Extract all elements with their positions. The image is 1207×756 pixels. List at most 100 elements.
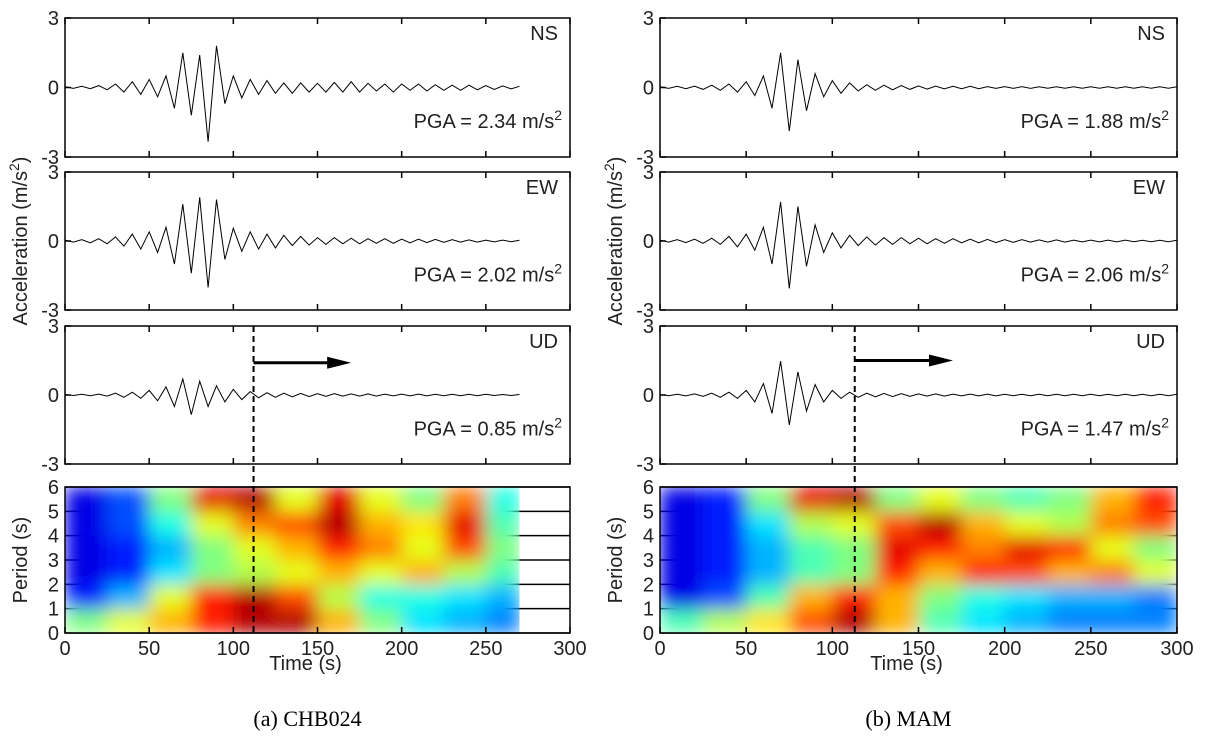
pga-superscript: 2 <box>1161 414 1169 430</box>
x-tick-label: 100 <box>217 638 250 660</box>
component-label: UD <box>529 331 558 353</box>
y-tick-label: 4 <box>643 526 654 548</box>
plot-frame <box>659 17 1178 158</box>
heatmap-cell <box>359 511 403 537</box>
heatmap-cell <box>875 608 919 633</box>
heatmap-cell <box>65 584 108 610</box>
pga-label: PGA = 0.85 m/s2 <box>414 414 563 440</box>
heatmap-cells <box>65 487 520 633</box>
heatmap-cell <box>918 487 963 512</box>
heatmap-cell <box>401 560 445 585</box>
y-tick-label: -3 <box>41 147 59 169</box>
heatmap-cell <box>233 608 276 633</box>
heatmap-cell <box>359 608 403 633</box>
heatmap-cell <box>660 487 704 512</box>
plot-frame <box>659 171 1178 311</box>
heatmap-cell <box>1133 511 1177 537</box>
pga-label: PGA = 1.47 m/s2 <box>1021 414 1170 440</box>
heatmap-cell <box>1047 560 1092 585</box>
heatmap-cell <box>1004 584 1049 610</box>
y-tick-label: 0 <box>48 231 59 253</box>
heatmap-cell <box>660 560 704 585</box>
heatmap-cell <box>1133 584 1177 610</box>
heatmap-cell <box>191 511 234 537</box>
heatmap-cell <box>233 487 276 512</box>
heatmap-cell <box>703 511 747 537</box>
y-tick-label: 3 <box>48 8 59 30</box>
heatmap-cell <box>359 584 403 610</box>
x-axis-label: Time (s) <box>269 653 342 675</box>
heatmap-cell <box>1133 487 1177 512</box>
heatmap-cell <box>149 487 192 512</box>
component-label: UD <box>1136 331 1165 353</box>
heatmap-cell <box>1090 535 1135 561</box>
x-tick-label: 150 <box>301 638 334 660</box>
y-tick-label: 0 <box>643 231 654 253</box>
y-tick-label: 0 <box>643 623 654 645</box>
y-tick-label: -3 <box>636 147 654 169</box>
heatmap-cell <box>359 487 403 512</box>
heatmap-cell <box>401 511 445 537</box>
heatmap-cell <box>65 511 108 537</box>
heatmap-cell <box>65 560 108 585</box>
y-axis-label: Acceleration (m/s2) <box>601 157 627 326</box>
heatmap-cell <box>149 608 192 633</box>
component-label: NS <box>530 23 558 45</box>
waveform <box>659 361 1178 425</box>
y-axis-label-superscript: 2 <box>6 163 22 171</box>
heatmap-cell <box>703 535 747 561</box>
x-tick-label: 200 <box>385 638 418 660</box>
heatmap-cell <box>1047 511 1092 537</box>
heatmap-cell <box>401 535 445 561</box>
heatmap-cell <box>1133 560 1177 585</box>
heatmap-cell <box>746 535 790 561</box>
heatmap-cell <box>918 511 963 537</box>
heatmap-cell <box>1090 584 1135 610</box>
heatmap-cell <box>317 608 361 633</box>
heatmap-cell <box>746 584 790 610</box>
plot-frame <box>64 325 571 465</box>
heatmap-cell <box>961 608 1006 633</box>
component-label: NS <box>1137 23 1165 45</box>
plot-frame <box>64 171 571 311</box>
heatmap-cell <box>746 487 790 512</box>
heatmap-cell <box>1004 511 1049 537</box>
heatmap-cell <box>65 608 108 633</box>
heatmap-cell <box>961 535 1006 561</box>
pga-text: PGA = 2.02 m/s <box>414 264 555 286</box>
heatmap-cell <box>1090 511 1135 537</box>
heatmap-cell <box>65 535 108 561</box>
x-tick-label: 250 <box>1074 638 1107 660</box>
heatmap-cell <box>1090 608 1135 633</box>
heatmap-cell <box>875 487 919 512</box>
heatmap-cell <box>1004 487 1049 512</box>
x-axis-label: Time (s) <box>870 653 943 675</box>
heatmap-cell <box>918 535 963 561</box>
heatmap-cell <box>1004 560 1049 585</box>
component-label: EW <box>1133 177 1165 199</box>
caption: (a) CHB024 <box>253 706 361 731</box>
heatmap-cell <box>703 560 747 585</box>
x-tick-label: 0 <box>59 638 70 660</box>
plot-frame <box>659 325 1178 465</box>
heatmap-cell <box>443 487 487 512</box>
heatmap-cell <box>275 608 318 633</box>
heatmap-cell <box>275 535 318 561</box>
heatmap-cell <box>107 560 150 585</box>
y-tick-label: 4 <box>48 526 59 548</box>
y-tick-label: -3 <box>41 454 59 476</box>
heatmap-cell <box>191 560 234 585</box>
x-tick-label: 100 <box>816 638 849 660</box>
x-tick-label: 50 <box>735 638 757 660</box>
heatmap-cell <box>789 560 833 585</box>
heatmap-cell <box>789 608 833 633</box>
heatmap-cell <box>443 584 487 610</box>
heatmap-cell <box>789 535 833 561</box>
heatmap-cell <box>875 584 919 610</box>
heatmap-cell <box>401 584 445 610</box>
pga-label: PGA = 2.06 m/s2 <box>1021 260 1170 286</box>
heatmap-cell <box>65 487 108 512</box>
heatmap-cell <box>443 511 487 537</box>
heatmap-cell <box>233 584 276 610</box>
heatmap-cell <box>317 560 361 585</box>
